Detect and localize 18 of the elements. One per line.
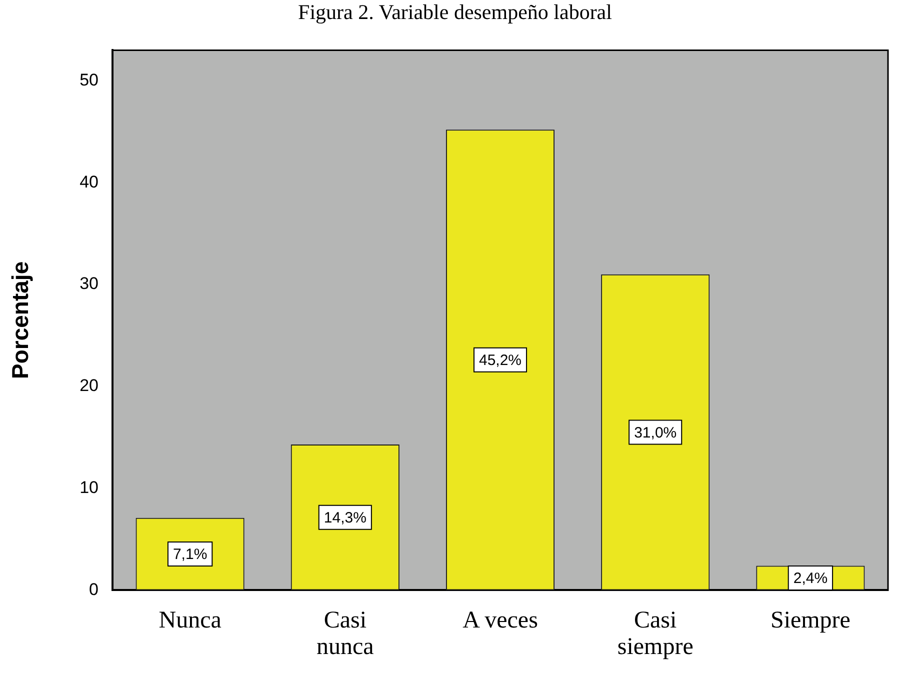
x-tick-label: Nunca xyxy=(158,608,222,634)
data-label: 7,1% xyxy=(172,546,208,564)
y-tick-label: 40 xyxy=(80,172,99,192)
y-tick-label: 30 xyxy=(80,274,99,294)
chart-title: Figura 2. Variable desempeño laboral xyxy=(298,0,612,24)
data-label: 45,2% xyxy=(478,352,522,370)
x-tick-label: A veces xyxy=(462,608,538,634)
data-label: 31,0% xyxy=(634,424,677,442)
y-tick-label: 0 xyxy=(89,580,99,599)
data-label: 2,4% xyxy=(793,570,828,588)
x-tick-label: Casi siempre xyxy=(617,608,694,660)
x-tick-label: Casi nunca xyxy=(316,608,374,660)
data-label: 14,3% xyxy=(324,509,366,526)
y-tick-label: 20 xyxy=(80,376,99,396)
y-tick-label: 50 xyxy=(80,70,99,90)
y-axis-title: Porcentaje xyxy=(7,261,34,380)
x-tick-label: Siempre xyxy=(770,608,850,634)
y-tick-label: 10 xyxy=(80,478,99,497)
